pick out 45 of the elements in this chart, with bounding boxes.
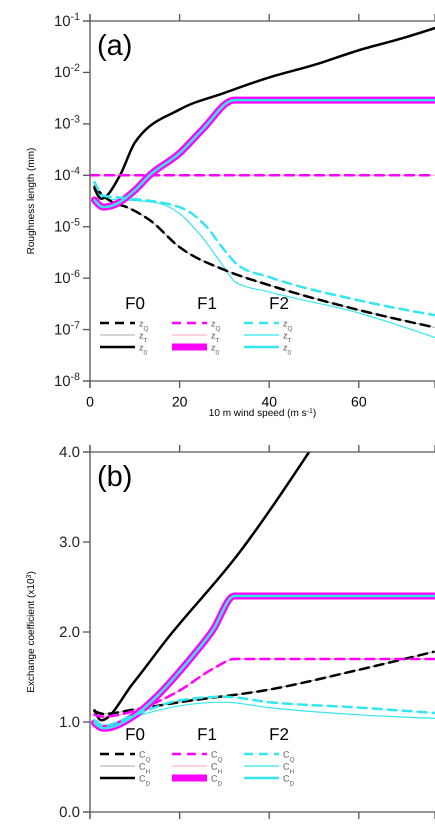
y-tick-label: 10$^{-1}$ (54, 10, 80, 30)
x-tick-label: 40 (261, 393, 278, 410)
y-tick-label: 0.0 (59, 804, 80, 821)
annotation: F1 (197, 725, 217, 744)
y-tick-label: 10$^{-5}$ (54, 216, 80, 236)
y-tick-label: 10$^{-7}$ (54, 319, 80, 338)
legend-label: C$_{H}$ (283, 762, 294, 775)
y-tick-label: 10$^{-4}$ (54, 165, 80, 184)
legend-label: z$_{T}$ (139, 330, 148, 344)
x-tick-label: 20 (172, 393, 188, 410)
annotation: F1 (197, 294, 217, 313)
y-tick-label: 4.0 (59, 444, 80, 461)
legend-label: C$_{Q}$ (211, 750, 222, 763)
x-tick-label: 60 (351, 393, 367, 410)
legend-label: z$_{T}$ (283, 330, 292, 344)
annotation: F0 (125, 725, 145, 744)
legend-label: C$_{D}$ (139, 774, 150, 787)
annotation: F2 (269, 725, 289, 744)
y-tick-label: 10$^{-6}$ (54, 268, 80, 287)
chart-title: (a) (97, 30, 132, 62)
legend-label: z$_{Q}$ (139, 318, 148, 332)
x-tick-label: 0 (86, 393, 94, 410)
y-tick-label: 3.0 (59, 534, 80, 551)
y-tick-label: 10$^{-8}$ (54, 370, 80, 390)
legend-label: C$_{H}$ (211, 762, 222, 775)
legend-label: C$_{D}$ (283, 774, 294, 787)
legend-label: z$_{T}$ (211, 330, 220, 344)
y-tick-label: 10$^{-3}$ (54, 114, 80, 133)
legend-label: C$_{Q}$ (139, 750, 150, 763)
legend-label: z$_{0}$ (211, 342, 220, 356)
legend-label: z$_{0}$ (139, 342, 148, 356)
legend-label: z$_{Q}$ (211, 318, 220, 332)
annotation: F2 (269, 294, 289, 313)
y-tick-label: 2.0 (59, 624, 80, 641)
legend-label: C$_{H}$ (139, 762, 150, 775)
x-axis-title: 10 m wind speed (m s$^{-1}$) (208, 408, 316, 419)
y-axis-title: Roughness length (mm) (26, 148, 37, 254)
legend-label: z$_{Q}$ (283, 318, 292, 332)
legend-label: C$_{D}$ (211, 774, 222, 787)
y-tick-label: 1.0 (59, 714, 80, 731)
chart-title: (b) (97, 461, 132, 493)
annotation: F0 (125, 294, 145, 313)
legend-label: C$_{Q}$ (283, 750, 294, 763)
legend-label: z$_{0}$ (283, 342, 292, 356)
y-tick-label: 10$^{-2}$ (54, 62, 80, 82)
